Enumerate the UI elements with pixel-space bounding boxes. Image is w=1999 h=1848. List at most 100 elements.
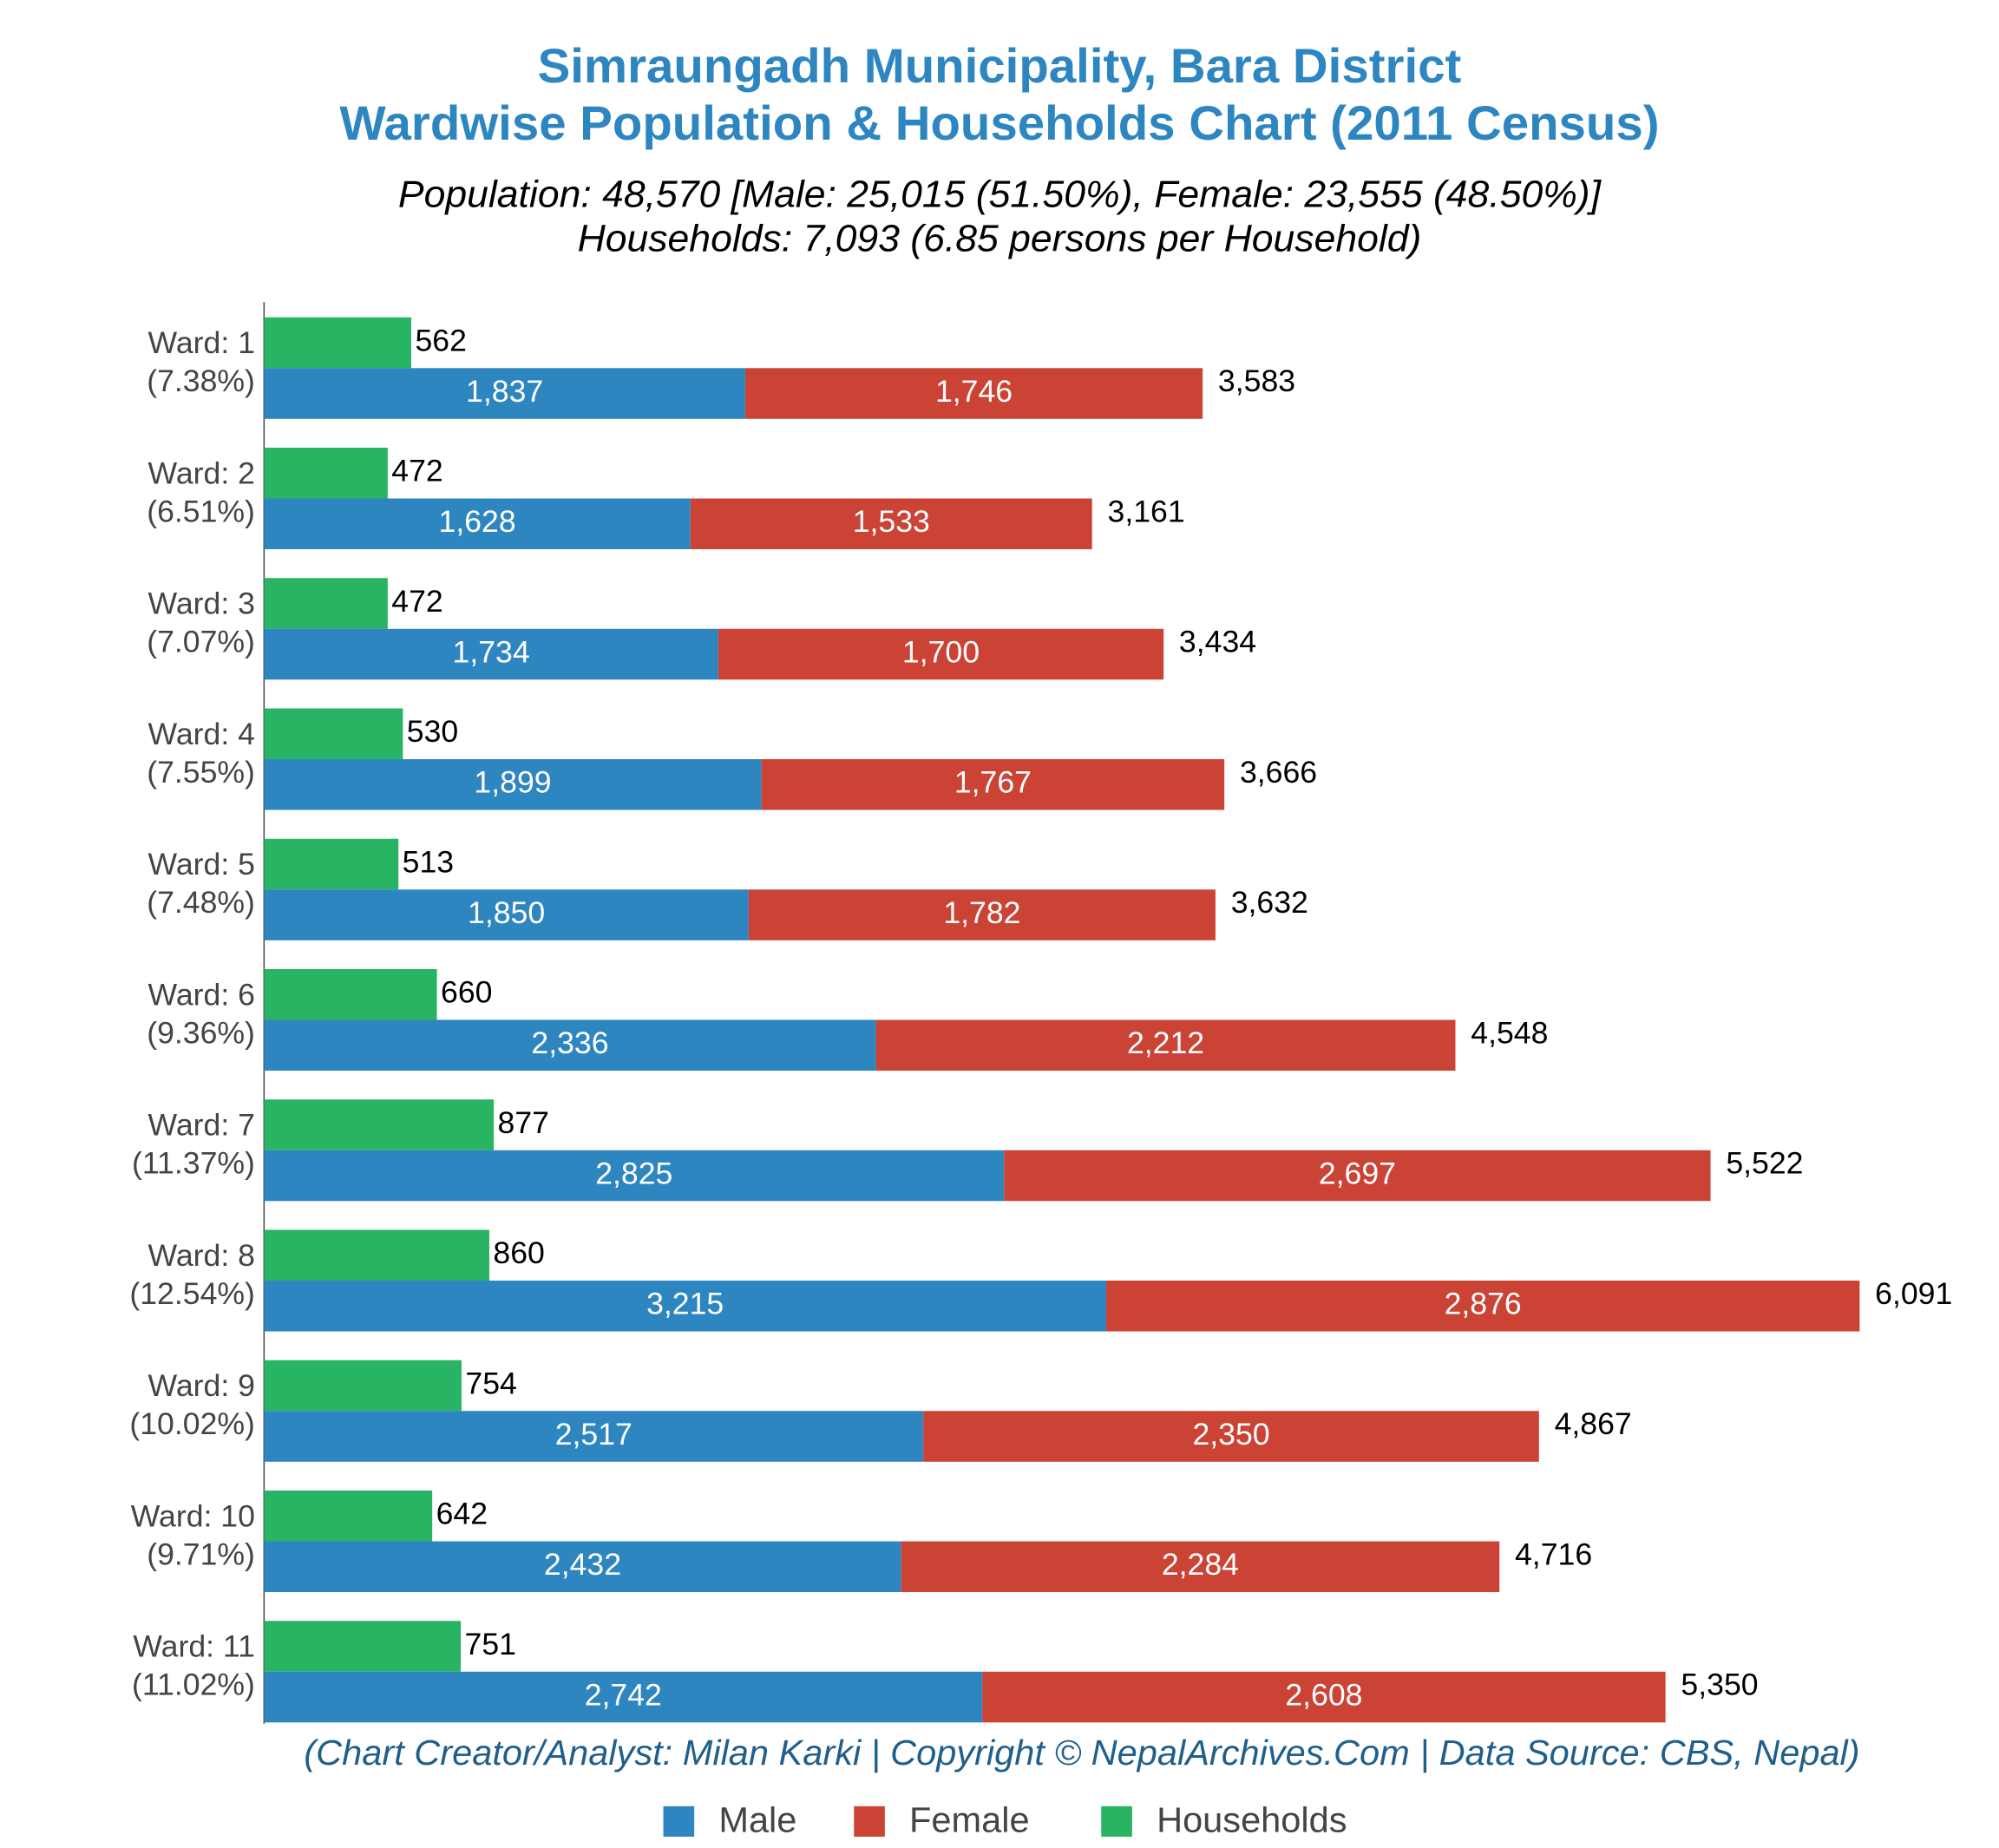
total-label: 5,522 — [1726, 1147, 1803, 1181]
total-label: 3,666 — [1240, 756, 1317, 790]
total-label: 3,434 — [1179, 626, 1256, 659]
bar — [264, 1621, 462, 1672]
total-label: 6,091 — [1875, 1277, 1952, 1311]
bar — [744, 368, 1203, 419]
legend-label: Households — [1157, 1800, 1347, 1840]
total-label: 5,350 — [1681, 1668, 1758, 1702]
y-tick-label: (11.37%) — [132, 1147, 255, 1181]
bar — [718, 628, 1164, 680]
bar — [923, 1411, 1539, 1462]
data-label: 1,746 — [935, 375, 1013, 409]
bar — [264, 1671, 983, 1723]
y-tick-label: (6.51%) — [147, 495, 255, 529]
bar — [264, 889, 749, 940]
y-tick-label: Ward: 1 — [148, 326, 255, 360]
y-tick-label: (7.07%) — [147, 626, 255, 659]
y-tick-label: Ward: 5 — [148, 848, 255, 881]
data-label: 754 — [465, 1367, 516, 1401]
data-label: 2,212 — [1127, 1026, 1204, 1060]
data-label: 472 — [391, 455, 442, 488]
bar — [1106, 1281, 1860, 1332]
legend-swatch — [854, 1805, 885, 1837]
data-label: 2,350 — [1192, 1418, 1269, 1452]
chart-title: Simraungadh Municipality, Bara District — [538, 39, 1462, 94]
y-tick-label: (7.55%) — [147, 756, 255, 790]
bar — [761, 759, 1225, 810]
y-tick-label: (10.02%) — [129, 1407, 255, 1441]
y-tick-label: (7.48%) — [147, 886, 255, 920]
y-tick-label: Ward: 9 — [148, 1369, 255, 1403]
bar — [264, 1411, 924, 1462]
data-label: 530 — [407, 715, 458, 749]
bar — [264, 578, 388, 629]
y-tick-label: Ward: 8 — [148, 1239, 255, 1273]
data-label: 2,432 — [544, 1548, 621, 1582]
y-tick-label: (9.71%) — [147, 1538, 255, 1572]
bar — [264, 1150, 1005, 1202]
y-tick-label: Ward: 3 — [148, 587, 255, 621]
bar — [264, 1019, 876, 1071]
total-label: 3,583 — [1218, 364, 1295, 398]
legend-label: Male — [718, 1800, 796, 1840]
data-label: 2,876 — [1445, 1288, 1522, 1321]
data-label: 751 — [465, 1628, 516, 1661]
data-label: 3,215 — [646, 1288, 724, 1321]
data-label: 513 — [403, 846, 454, 880]
chart-title: Wardwise Population & Households Chart (… — [339, 95, 1659, 150]
legend-swatch — [663, 1805, 695, 1837]
bar — [264, 1099, 495, 1150]
data-label: 2,284 — [1162, 1548, 1239, 1582]
total-label: 4,548 — [1471, 1017, 1548, 1051]
bar — [1004, 1150, 1711, 1202]
total-label: 3,632 — [1231, 886, 1308, 920]
data-label: 2,697 — [1319, 1157, 1396, 1191]
bar — [264, 498, 691, 550]
bar — [264, 838, 399, 890]
y-tick-label: (11.02%) — [132, 1668, 255, 1702]
data-label: 642 — [436, 1497, 488, 1531]
data-label: 1,628 — [439, 505, 516, 539]
total-label: 4,867 — [1555, 1407, 1632, 1441]
bar — [982, 1671, 1666, 1723]
data-label: 1,700 — [902, 636, 980, 670]
bar — [264, 448, 388, 499]
data-label: 1,533 — [853, 505, 930, 539]
y-tick-label: Ward: 10 — [131, 1500, 255, 1534]
bar — [264, 1541, 901, 1593]
chart-body: Simraungadh Municipality, Bara DistrictW… — [129, 39, 1952, 1840]
y-tick-label: (7.38%) — [147, 364, 255, 398]
bar — [264, 759, 762, 810]
data-label: 1,734 — [453, 636, 530, 670]
chart-subtitle: Population: 48,570 [Male: 25,015 (51.50%… — [398, 174, 1602, 216]
data-label: 1,782 — [943, 896, 1020, 930]
data-label: 1,850 — [468, 896, 545, 930]
data-label: 472 — [391, 585, 442, 619]
chart-subtitle: Households: 7,093 (6.85 persons per Hous… — [578, 218, 1422, 260]
y-tick-label: Ward: 7 — [148, 1109, 255, 1143]
bar — [748, 889, 1216, 940]
data-label: 1,837 — [466, 375, 543, 409]
total-label: 4,716 — [1515, 1538, 1592, 1572]
bar — [264, 1229, 489, 1281]
data-label: 660 — [441, 976, 492, 1010]
y-tick-label: Ward: 4 — [148, 718, 255, 751]
data-label: 2,608 — [1285, 1679, 1362, 1713]
data-label: 2,742 — [585, 1679, 662, 1713]
data-label: 2,517 — [555, 1418, 632, 1452]
bar — [264, 1281, 1107, 1332]
y-tick-label: (9.36%) — [147, 1017, 255, 1051]
data-label: 860 — [493, 1236, 544, 1270]
bar — [690, 498, 1092, 550]
bar — [875, 1019, 1456, 1071]
bar — [264, 317, 412, 369]
y-tick-label: (12.54%) — [129, 1277, 255, 1311]
data-label: 2,336 — [531, 1026, 608, 1060]
data-label: 1,899 — [474, 766, 551, 800]
y-tick-label: Ward: 11 — [133, 1630, 255, 1664]
bar — [901, 1541, 1500, 1593]
legend-label: Female — [909, 1800, 1030, 1840]
data-label: 2,825 — [595, 1157, 672, 1191]
data-label: 877 — [498, 1106, 549, 1140]
y-tick-label: Ward: 6 — [148, 979, 255, 1012]
total-label: 3,161 — [1108, 495, 1185, 529]
